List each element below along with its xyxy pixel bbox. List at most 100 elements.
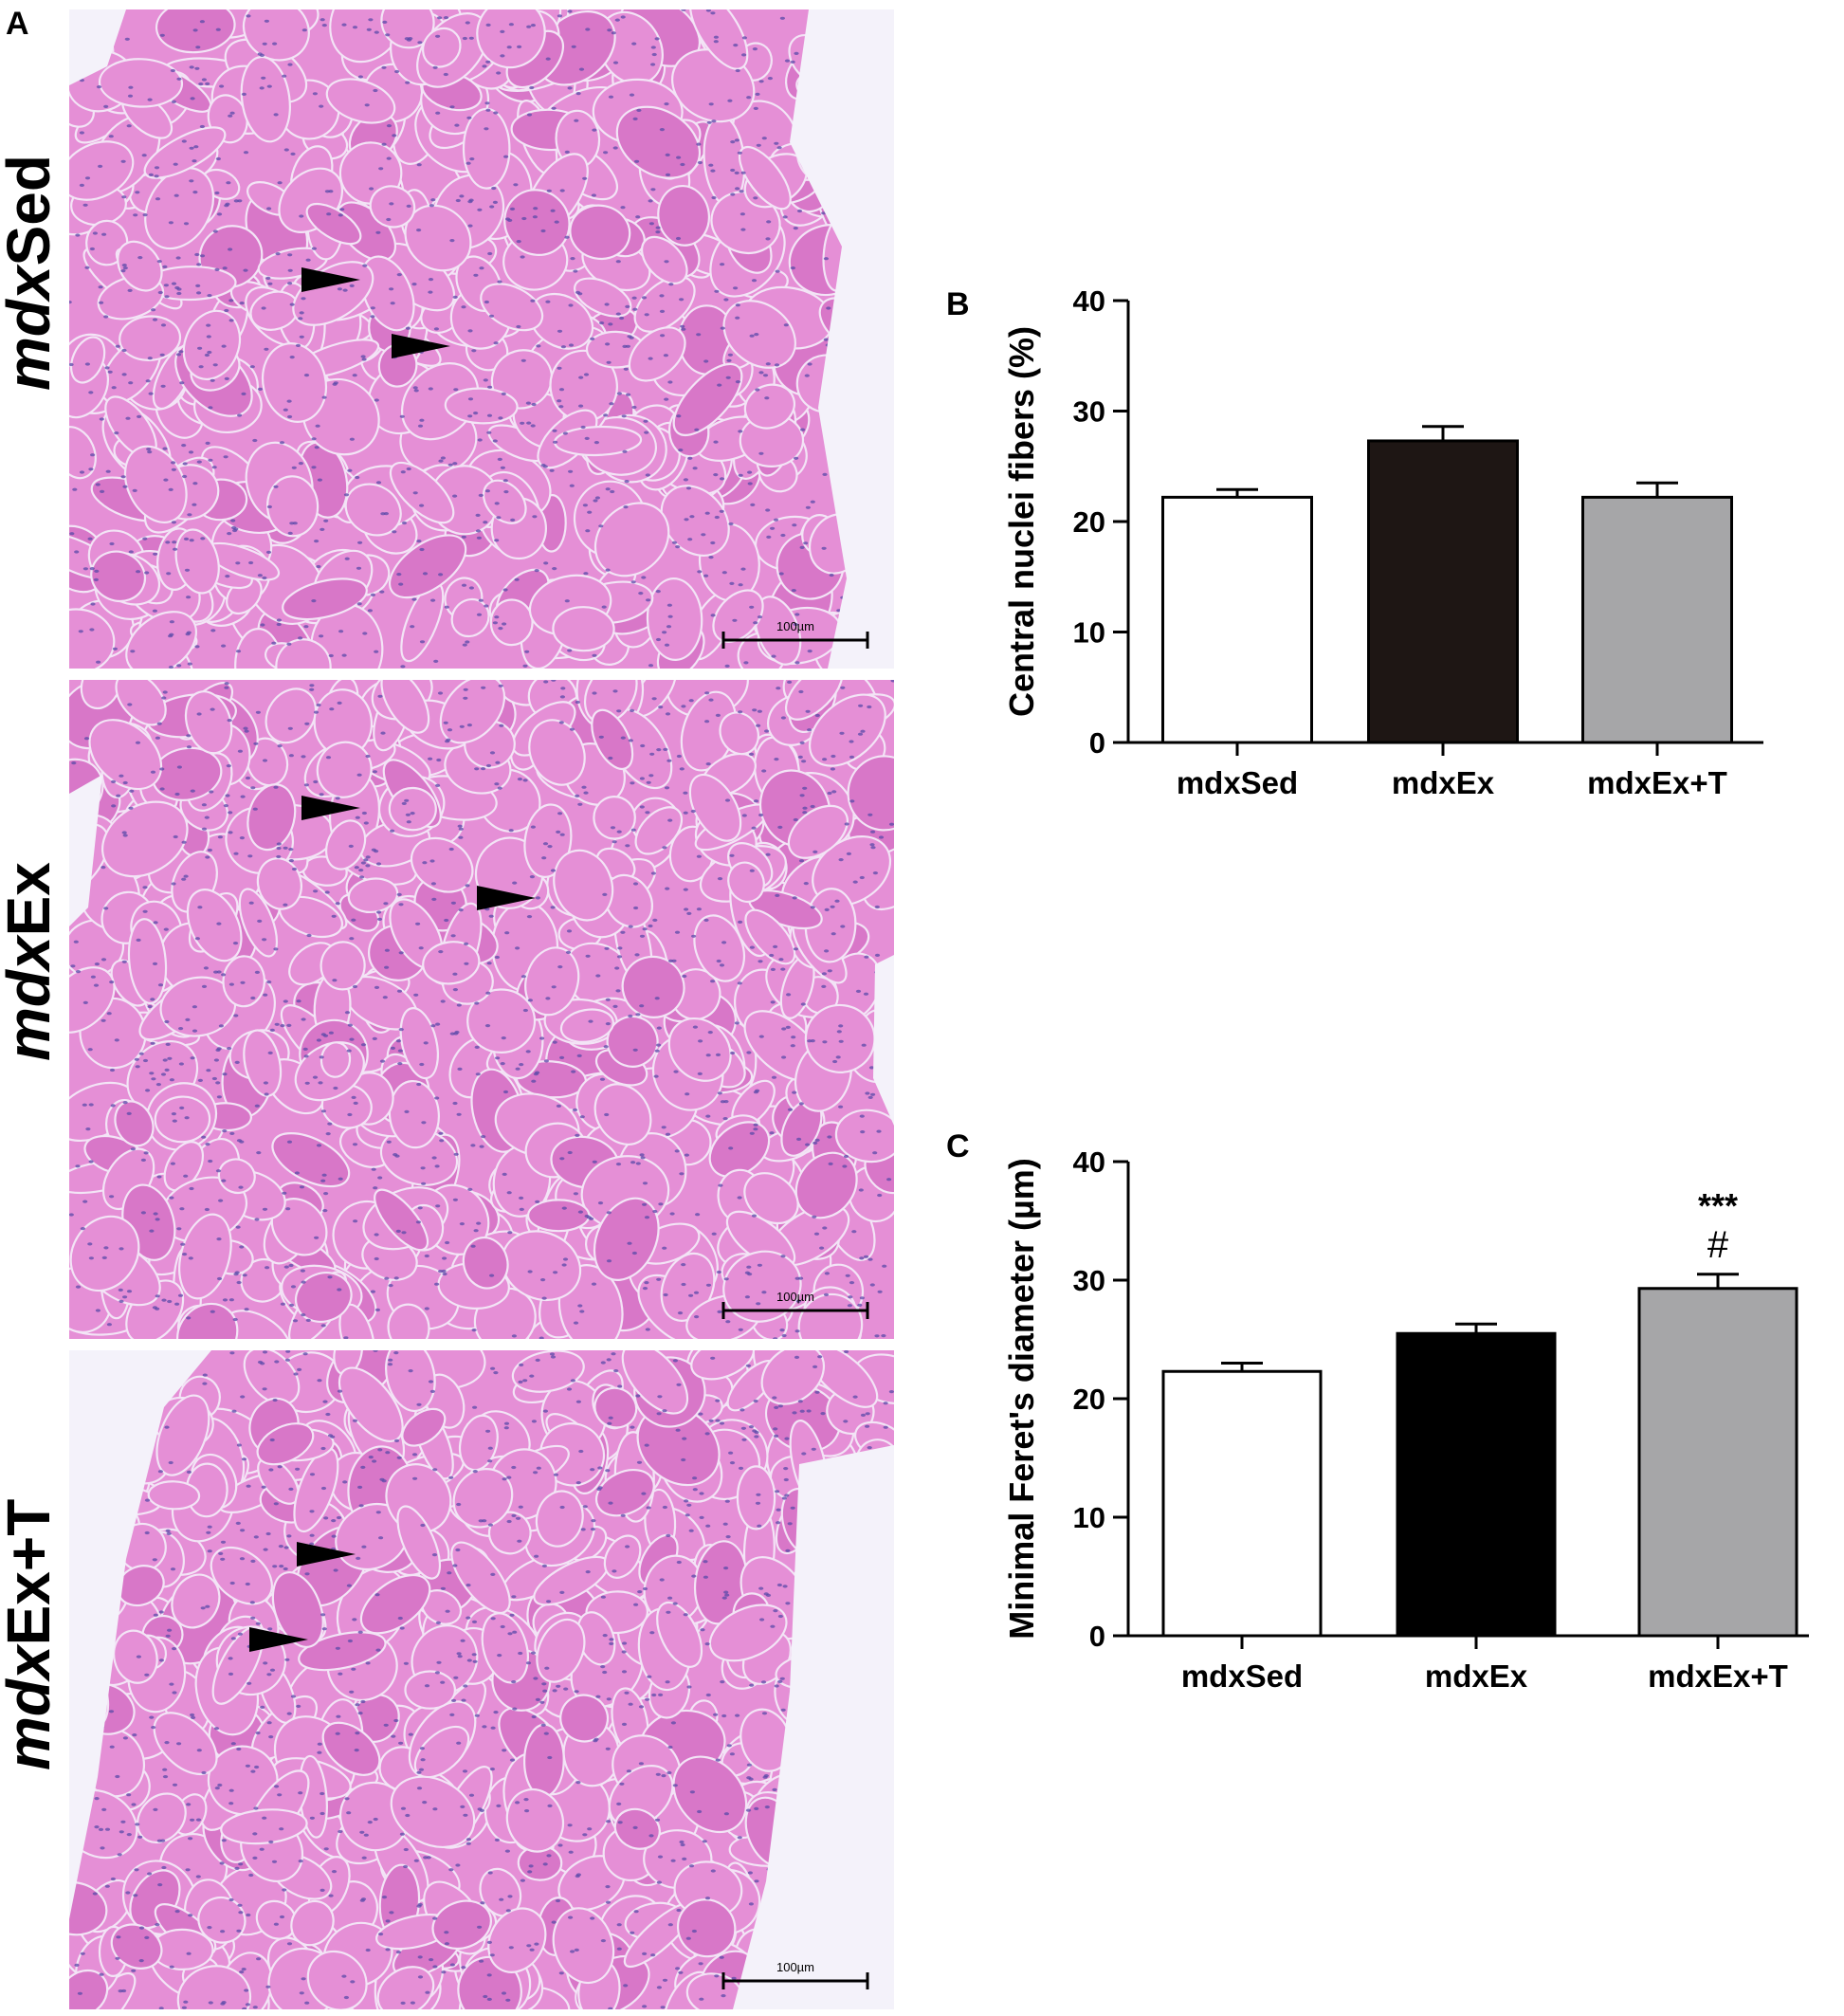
nucleus [250,1769,256,1773]
nucleus [144,1935,150,1939]
nucleus [688,1529,694,1532]
nucleus [250,1616,256,1620]
nucleus [120,1820,126,1824]
nucleus [287,253,293,257]
muscle-fiber [482,479,527,524]
nucleus [173,162,178,166]
nucleus [208,2001,213,2005]
nucleus [484,604,489,608]
nucleus [527,999,533,1002]
nucleus [685,1936,691,1940]
nucleus [762,374,769,377]
nucleus [496,516,502,520]
nucleus [506,1191,512,1195]
nucleus [246,1681,252,1685]
nucleus [842,1164,848,1168]
nucleus [824,1272,831,1275]
muscle-fiber [621,1350,689,1415]
nucleus [605,342,611,346]
nucleus [598,524,604,528]
nucleus [192,159,197,163]
nucleus [84,362,90,366]
nucleus [488,314,495,318]
nucleus [235,650,242,653]
nucleus [821,972,828,976]
nucleus [575,1874,580,1879]
nucleus [770,1624,776,1628]
nucleus [664,260,669,264]
nucleus [779,1329,785,1332]
nucleus [161,1298,167,1302]
nucleus [194,645,200,649]
nucleus [812,1215,817,1219]
nucleus [95,1309,100,1312]
nucleus [309,1473,316,1476]
nucleus [577,1210,584,1214]
nucleus [370,1290,375,1293]
muscle-fiber [123,445,188,523]
nucleus [499,1897,504,1901]
nucleus [793,817,798,822]
nucleus [822,1040,828,1044]
nucleus [303,374,310,377]
nucleus [864,955,869,959]
nucleus [794,1329,800,1333]
nucleus [749,334,755,338]
nucleus [142,537,148,541]
nucleus [295,1467,301,1471]
muscle-fiber [722,300,796,369]
nucleus [190,789,195,793]
nucleus [319,104,324,108]
muscle-fiber [69,140,135,201]
nucleus [328,1894,334,1897]
nucleus [337,701,342,705]
nucleus [802,786,808,790]
nucleus [649,752,655,756]
nucleus [584,1214,590,1219]
nucleus [224,204,229,208]
nucleus [428,1380,434,1384]
nucleus [361,811,367,816]
nucleus [539,1336,544,1339]
nucleus [228,1298,234,1302]
nucleus [572,1108,578,1112]
muscle-fiber [708,1121,771,1178]
panel-b-letter: B [946,286,970,322]
nucleus [554,220,559,224]
nucleus [606,360,612,364]
nucleus [278,1545,283,1549]
nucleus [641,576,647,579]
nucleus [840,686,846,689]
nucleus [517,778,522,781]
nucleus [224,308,229,313]
muscle-fiber [593,1386,638,1429]
nucleus [775,1490,780,1494]
nucleus [869,843,875,847]
nucleus [758,451,764,455]
nucleus [848,1295,853,1299]
nucleus [696,333,702,337]
nucleus [529,875,535,879]
nucleus [395,1229,401,1233]
muscle-fiber [785,680,844,721]
nucleus [494,782,500,786]
nucleus [205,1143,210,1146]
nucleus [109,1745,115,1749]
nucleus [785,1025,791,1029]
nucleus [160,384,166,388]
nucleus [710,1356,716,1360]
nucleus [287,268,293,272]
nucleus [566,1387,573,1391]
nucleus [320,1811,325,1816]
nucleus [874,905,880,909]
nucleus [109,1195,115,1199]
nucleus [449,1713,455,1716]
nucleus [542,465,548,468]
nucleus [422,1801,428,1805]
nucleus [468,586,474,590]
nucleus [761,769,767,773]
nucleus [357,1712,363,1715]
nucleus [578,1449,584,1454]
